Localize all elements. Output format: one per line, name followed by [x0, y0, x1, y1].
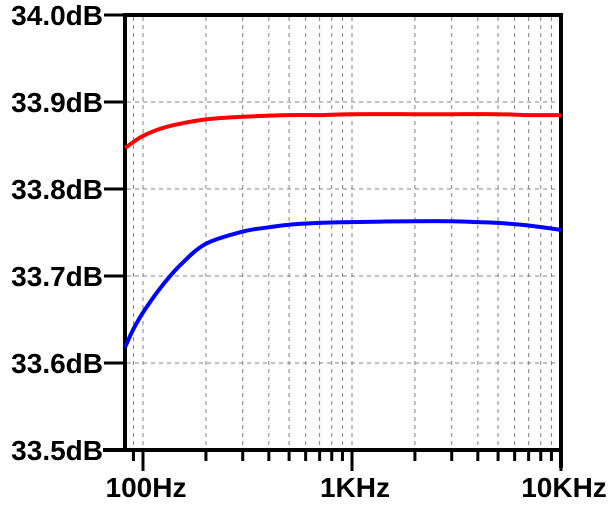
x-tick-label: 10KHz — [521, 472, 607, 503]
y-tick-label: 33.7dB — [11, 261, 103, 292]
axis-labels: 34.0dB 33.9dB 33.8dB 33.7dB 33.6dB 33.5dB100H… — [11, 0, 607, 503]
red-trace — [123, 112, 562, 150]
x-tick-label: 1KHz — [320, 472, 390, 503]
y-tick-label: 33.9dB — [11, 87, 103, 118]
x-tick-label: 100Hz — [106, 472, 187, 503]
blue-trace — [123, 219, 562, 349]
y-tick-label: 33.6dB — [11, 348, 103, 379]
axes-and-ticks — [103, 13, 563, 471]
grid-lines — [127, 17, 559, 449]
y-tick-label: 33.8dB — [11, 174, 103, 205]
y-tick-label: 33.5dB — [11, 435, 103, 466]
data-traces — [123, 112, 562, 349]
y-tick-label: 34.0dB — [11, 0, 103, 31]
